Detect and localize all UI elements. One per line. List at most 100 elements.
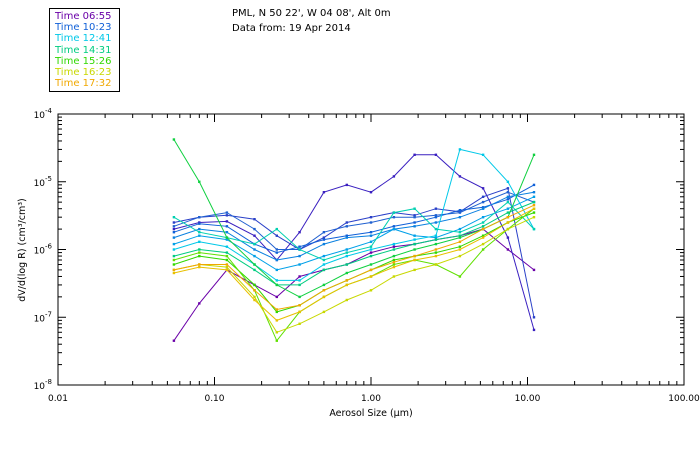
- data-point: [298, 322, 301, 325]
- data-point: [506, 221, 510, 224]
- series-line: [173, 204, 535, 311]
- data-point: [322, 283, 326, 287]
- data-point: [413, 214, 416, 217]
- data-point: [392, 175, 396, 178]
- data-point: [345, 234, 348, 237]
- data-point: [434, 248, 438, 251]
- data-point: [392, 261, 396, 264]
- data-point: [413, 221, 416, 224]
- data-point: [322, 231, 326, 234]
- data-point: [481, 195, 485, 198]
- data-point: [172, 339, 176, 342]
- x-tick-label: 0.10: [204, 394, 224, 404]
- data-point: [275, 227, 278, 231]
- data-point: [434, 238, 438, 241]
- data-point: [506, 200, 510, 204]
- data-point: [275, 248, 278, 251]
- data-point: [322, 254, 326, 258]
- data-point: [253, 283, 256, 287]
- data-point: [434, 216, 438, 219]
- data-point: [481, 187, 485, 190]
- data-point: [369, 245, 373, 248]
- data-point: [298, 275, 301, 278]
- series-layer: [172, 138, 536, 342]
- series-line: [173, 201, 535, 261]
- series-0810: [172, 153, 536, 332]
- data-point: [392, 211, 396, 214]
- data-point: [392, 227, 396, 231]
- data-point: [434, 242, 438, 246]
- series-line: [173, 191, 535, 250]
- data-point: [434, 227, 438, 231]
- data-point: [345, 221, 348, 224]
- data-point: [506, 187, 510, 190]
- data-point: [172, 258, 176, 262]
- series-1623: [172, 216, 536, 334]
- data-point: [532, 153, 536, 156]
- data-point: [506, 191, 510, 194]
- data-point: [458, 148, 462, 151]
- data-point: [458, 211, 462, 214]
- data-point: [369, 191, 373, 194]
- data-point: [172, 271, 176, 275]
- data-point: [434, 234, 438, 237]
- data-point: [298, 283, 301, 287]
- series-line: [173, 216, 535, 333]
- data-point: [369, 231, 373, 234]
- data-point: [413, 258, 416, 262]
- data-point: [434, 263, 438, 266]
- series-line: [173, 208, 535, 321]
- data-point: [458, 245, 462, 248]
- data-point: [198, 180, 201, 183]
- data-point: [458, 234, 462, 237]
- data-point: [172, 225, 176, 228]
- data-point: [345, 251, 348, 254]
- data-point: [458, 175, 462, 178]
- data-point: [458, 248, 462, 251]
- x-tick-label: 1.00: [361, 394, 381, 404]
- y-tick-label: 10-4: [34, 107, 53, 121]
- data-point: [225, 214, 229, 217]
- data-point: [225, 245, 229, 248]
- data-point: [225, 251, 229, 254]
- data-point: [198, 263, 201, 266]
- data-point: [225, 263, 229, 266]
- data-point: [481, 248, 485, 251]
- data-point: [345, 298, 348, 302]
- data-point: [369, 240, 373, 243]
- data-point: [413, 225, 416, 228]
- series-1732: [172, 204, 536, 311]
- data-point: [532, 207, 536, 210]
- data-point: [434, 254, 438, 258]
- data-point: [298, 310, 301, 314]
- data-point: [369, 254, 373, 258]
- data-point: [253, 295, 256, 299]
- data-point: [225, 211, 229, 214]
- legend-entry: Time 15:26: [55, 55, 112, 67]
- data-point: [506, 211, 510, 214]
- data-point: [392, 225, 396, 228]
- data-point: [413, 238, 416, 241]
- data-point: [481, 227, 485, 231]
- data-point: [298, 263, 301, 266]
- data-point: [413, 242, 416, 246]
- series-line: [173, 154, 535, 331]
- axis-layer: 0.01 0.10 1.00 10.00 100.00 10-8 10-7 10-6 10-5 1…: [34, 107, 700, 404]
- data-point: [369, 234, 373, 237]
- series-1140: [172, 195, 536, 272]
- y-tick-label: 10-6: [34, 243, 53, 257]
- data-point: [506, 195, 510, 198]
- data-point: [458, 209, 462, 212]
- data-point: [506, 236, 510, 239]
- data-point: [322, 236, 326, 239]
- data-point: [345, 254, 348, 258]
- data-point: [481, 234, 485, 237]
- series-line: [173, 148, 535, 281]
- data-point: [369, 289, 373, 292]
- data-point: [481, 153, 485, 156]
- legend-entry: Time 06:55: [55, 11, 112, 22]
- data-point: [322, 191, 326, 194]
- data-point: [434, 236, 438, 239]
- data-point: [253, 289, 256, 292]
- y-tick-label: 10-5: [34, 175, 52, 189]
